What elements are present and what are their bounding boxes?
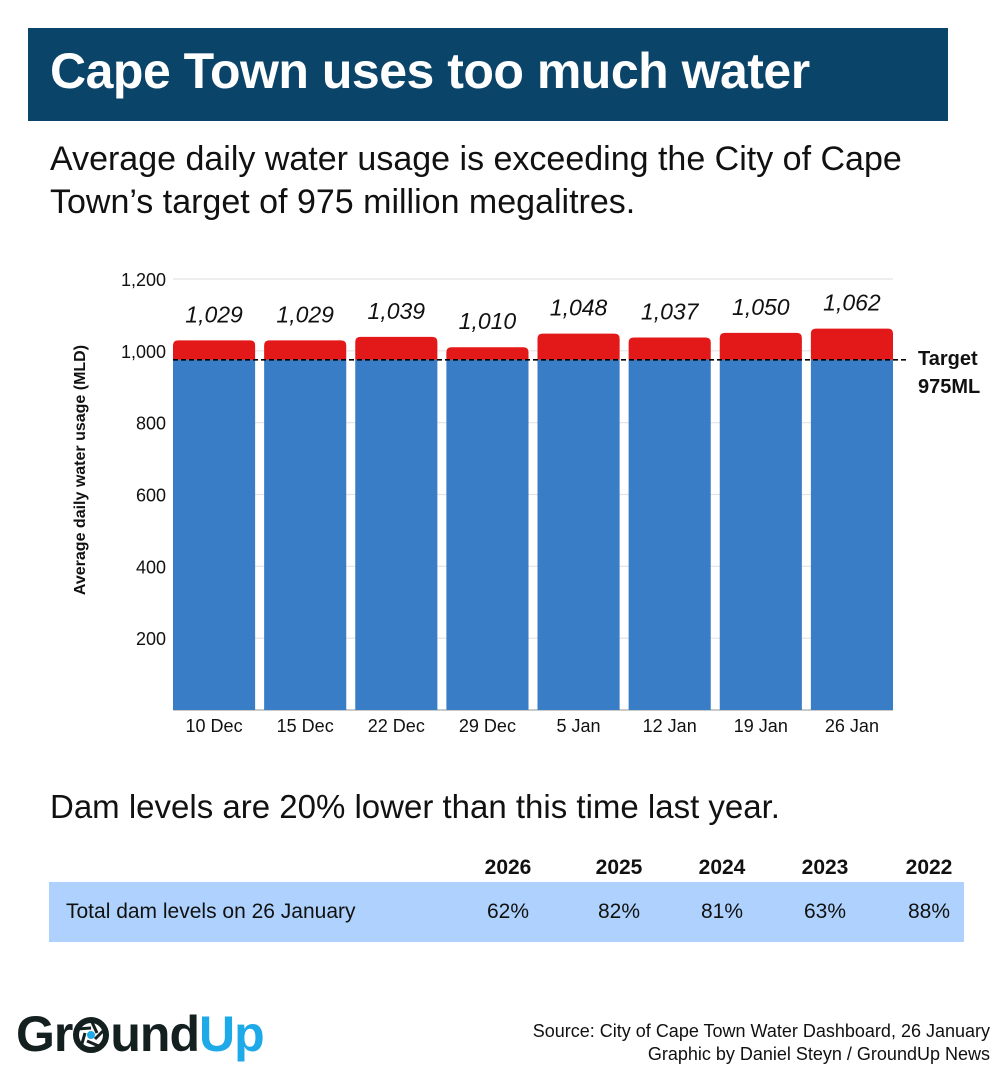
data-label: 1,048 [550, 295, 608, 321]
dam-level-cell: 82% [597, 900, 641, 923]
camera-aperture-icon [73, 1017, 110, 1053]
y-tick-label: 400 [136, 557, 166, 577]
y-tick-label: 1,000 [121, 342, 166, 362]
year-header: 2026 [484, 856, 532, 879]
bar-above-target [264, 340, 347, 360]
target-label-line1: Target [918, 348, 978, 370]
bar-above-target [446, 347, 529, 360]
bar-below-target [173, 359, 256, 710]
subtitle: Average daily water usage is exceeding t… [50, 140, 902, 221]
bar-above-target [810, 328, 893, 360]
x-tick-label: 12 Jan [643, 716, 697, 736]
x-tick-label: 19 Jan [734, 716, 788, 736]
data-label: 1,029 [185, 301, 243, 327]
y-tick-label: 200 [136, 629, 166, 649]
y-tick-label: 1,200 [121, 270, 166, 290]
x-tick-label: 15 Dec [277, 716, 334, 736]
x-tick-label: 22 Dec [368, 716, 425, 736]
x-tick-label: 10 Dec [186, 716, 243, 736]
dam-levels-table: 2026 2025 2024 2023 2022 Total dam level… [49, 852, 964, 942]
bar-below-target [446, 359, 529, 710]
bar-above-target [628, 337, 711, 360]
data-label: 1,010 [459, 308, 517, 334]
table-header-row: 2026 2025 2024 2023 2022 [49, 852, 964, 882]
bar-above-target [719, 332, 802, 360]
dam-level-cell: 81% [700, 900, 744, 923]
data-label: 1,062 [823, 290, 881, 316]
groundup-logo: Gr undUp [16, 1005, 265, 1063]
dam-levels-heading: Dam levels are 20% lower than this time … [50, 788, 780, 825]
y-axis-title: Average daily water usage (MLD) [72, 345, 89, 595]
bar-below-target [628, 359, 711, 710]
data-label: 1,039 [368, 298, 426, 324]
page-title: Cape Town uses too much water [50, 43, 810, 99]
year-header: 2023 [801, 856, 849, 879]
y-tick-label: 800 [136, 414, 166, 434]
bar-below-target [264, 359, 347, 710]
table-row: Total dam levels on 26 January 62% 82% 8… [49, 882, 964, 942]
logo-text-part3: Up [199, 1006, 265, 1062]
dam-level-cell: 88% [907, 900, 951, 923]
dam-level-cell: 62% [486, 900, 530, 923]
data-label: 1,029 [276, 301, 334, 327]
row-label: Total dam levels on 26 January [66, 900, 356, 923]
bar-above-target [173, 340, 256, 360]
header-banner: Cape Town uses too much water [28, 28, 948, 121]
credits: Source: City of Cape Town Water Dashboar… [533, 1020, 990, 1066]
logo-text-part1: Gr [16, 1006, 73, 1062]
bar-above-target [355, 336, 438, 360]
bar-below-target [719, 359, 802, 710]
year-header: 2024 [698, 856, 746, 879]
bar-below-target [537, 359, 620, 710]
y-tick-label: 600 [136, 486, 166, 506]
bar-above-target [537, 333, 620, 360]
x-tick-label: 29 Dec [459, 716, 516, 736]
bar-below-target [355, 359, 438, 710]
water-usage-bar-chart: 200 400 600 800 1,000 1,200 1,029 10 Dec 1,029 15… [72, 270, 980, 736]
x-tick-label: 5 Jan [557, 716, 601, 736]
logo-text-part2: und [110, 1006, 200, 1062]
x-tick-label: 26 Jan [825, 716, 879, 736]
target-label-line2: 975ML [918, 376, 980, 398]
year-header: 2022 [905, 856, 953, 879]
data-label: 1,037 [641, 299, 700, 325]
year-header: 2025 [595, 856, 643, 879]
data-label: 1,050 [732, 294, 790, 320]
source-text: Source: City of Cape Town Water Dashboar… [532, 1021, 990, 1041]
dam-level-cell: 63% [803, 900, 847, 923]
graphic-credit: Graphic by Daniel Steyn / GroundUp News [647, 1044, 990, 1064]
bar-below-target [810, 359, 893, 710]
